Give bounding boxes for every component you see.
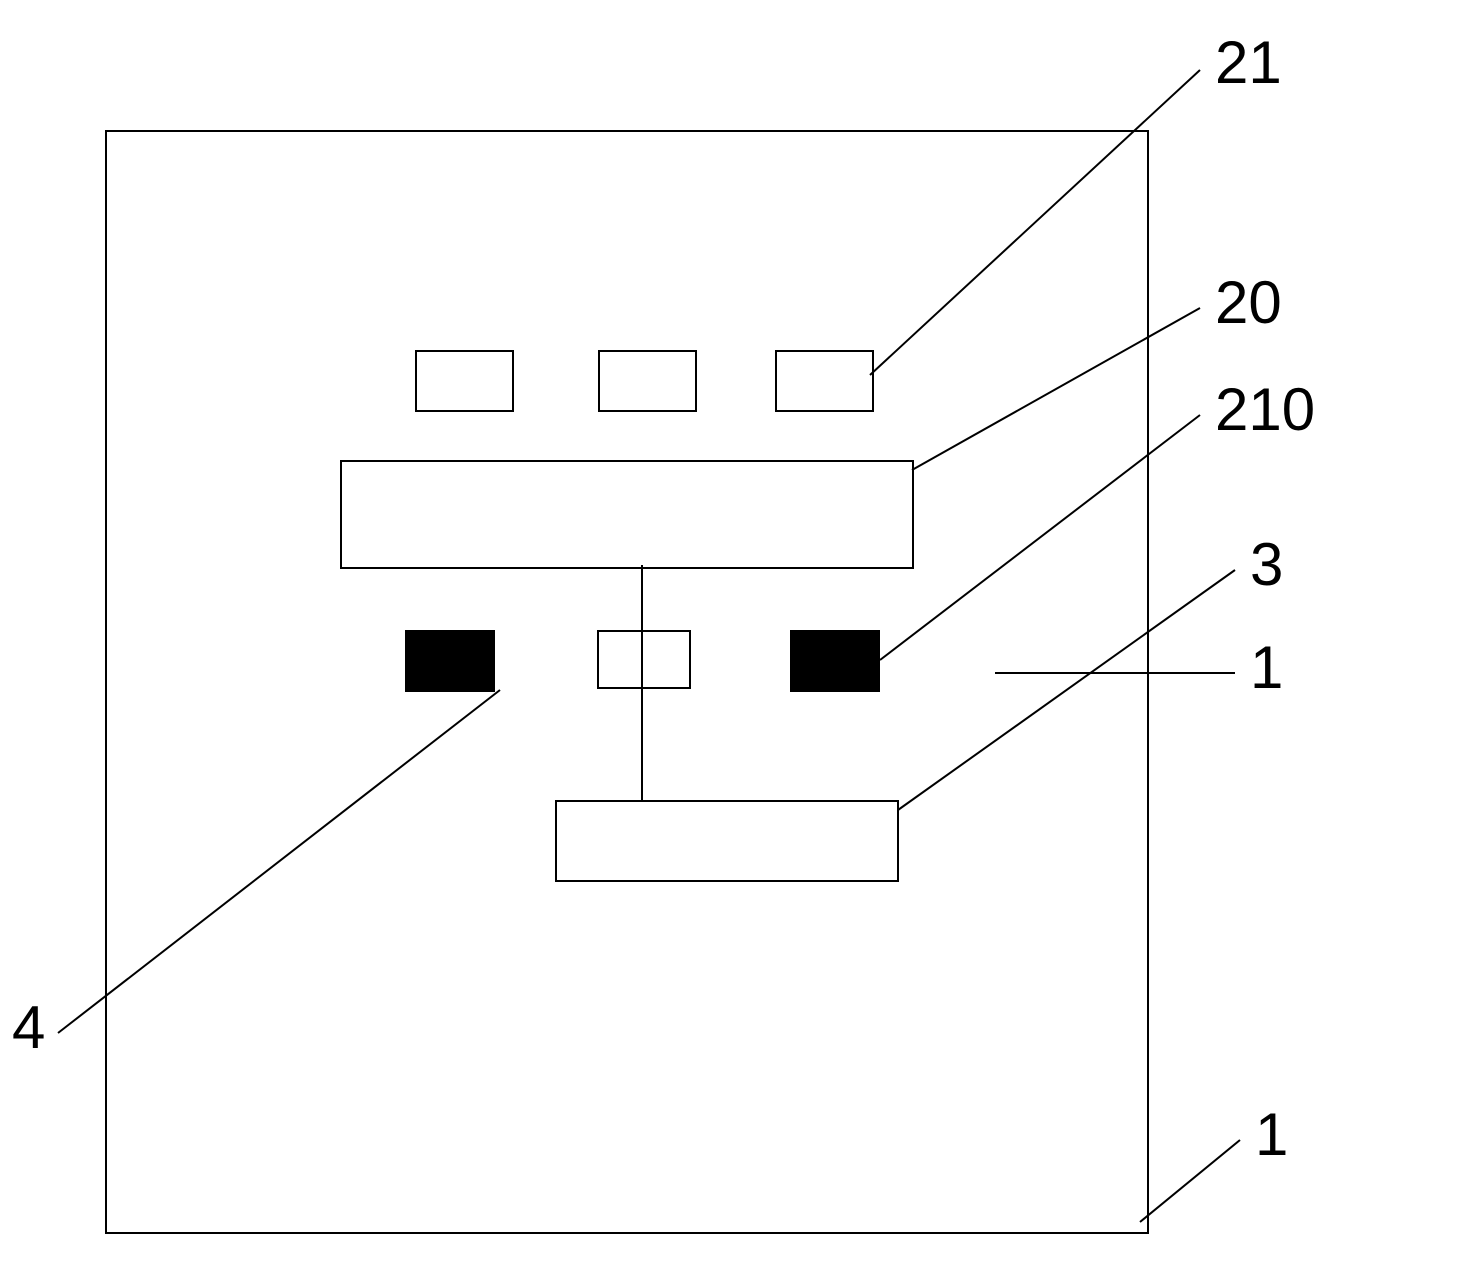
label-3: 3 bbox=[1250, 530, 1283, 599]
label-21: 21 bbox=[1215, 28, 1282, 97]
mid-right-filled bbox=[790, 630, 880, 692]
label-1: 1 bbox=[1250, 633, 1283, 702]
top-rect-2 bbox=[598, 350, 697, 412]
top-rect-1 bbox=[415, 350, 514, 412]
label-210: 210 bbox=[1215, 375, 1315, 444]
label-1b: 1 bbox=[1255, 1100, 1288, 1169]
wide-bar-20 bbox=[340, 460, 914, 569]
label-20: 20 bbox=[1215, 268, 1282, 337]
mid-left-filled bbox=[405, 630, 495, 692]
diagram-canvas: 21 20 210 3 1 4 1 bbox=[0, 0, 1483, 1287]
label-4: 4 bbox=[12, 993, 45, 1062]
mid-center-rect bbox=[597, 630, 691, 689]
vertical-connector bbox=[641, 565, 643, 800]
top-rect-3 bbox=[775, 350, 874, 412]
bottom-bar-3 bbox=[555, 800, 899, 882]
